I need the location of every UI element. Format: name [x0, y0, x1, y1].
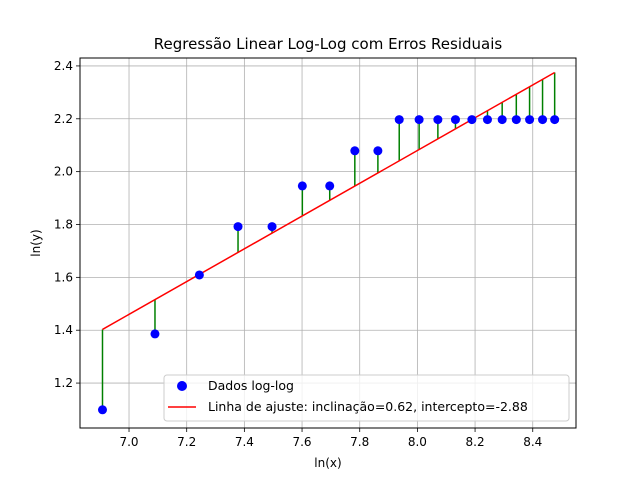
y-tick-label: 1.8 — [54, 218, 73, 232]
y-tick-label: 1.2 — [54, 376, 73, 390]
legend-marker-scatter — [177, 381, 187, 391]
y-tick-label: 1.4 — [54, 323, 73, 337]
data-point — [394, 115, 404, 125]
legend: Dados log-log Linha de ajuste: inclinaçã… — [163, 374, 570, 422]
chart-title: Regressão Linear Log-Log com Erros Resid… — [154, 35, 503, 53]
data-point — [267, 222, 277, 232]
x-axis: 7.0 7.2 7.4 7.6 7.8 8.0 8.2 8.4 — [119, 428, 542, 449]
data-point — [550, 115, 560, 125]
data-point — [373, 146, 383, 156]
data-point — [433, 115, 443, 125]
y-axis-label: ln(y) — [29, 229, 43, 256]
x-tick-label: 7.6 — [292, 435, 311, 449]
x-tick-label: 8.4 — [523, 435, 542, 449]
plot-frame — [79, 57, 577, 429]
data-point — [511, 115, 521, 125]
data-point — [482, 115, 492, 125]
data-points — [97, 115, 560, 415]
x-axis-label: ln(x) — [314, 456, 341, 470]
legend-label-line: Linha de ajuste: inclinação=0.62, interc… — [208, 399, 528, 414]
y-tick-label: 2.0 — [54, 165, 73, 179]
regression-line — [102, 71, 556, 331]
data-point — [233, 222, 243, 232]
data-point — [297, 181, 307, 191]
data-point — [525, 115, 535, 125]
data-point — [467, 115, 477, 125]
fit-line — [102, 71, 556, 331]
legend-box — [163, 374, 570, 422]
data-point — [450, 115, 460, 125]
data-point — [194, 270, 204, 280]
data-point — [97, 405, 107, 415]
x-tick-label: 7.4 — [235, 435, 254, 449]
data-point — [538, 115, 548, 125]
x-tick-label: 7.2 — [177, 435, 196, 449]
y-axis: 1.2 1.4 1.6 1.8 2.0 2.2 2.4 — [54, 59, 80, 390]
x-tick-label: 8.0 — [408, 435, 427, 449]
data-point — [325, 181, 335, 191]
y-tick-label: 2.2 — [54, 112, 73, 126]
x-tick-label: 7.0 — [119, 435, 138, 449]
x-tick-label: 7.8 — [350, 435, 369, 449]
y-tick-label: 2.4 — [54, 59, 73, 73]
x-tick-label: 8.2 — [466, 435, 485, 449]
legend-label-scatter: Dados log-log — [208, 378, 294, 393]
data-point — [350, 146, 360, 156]
data-point — [497, 115, 507, 125]
data-point — [414, 115, 424, 125]
y-tick-label: 1.6 — [54, 270, 73, 284]
data-point — [150, 329, 160, 339]
